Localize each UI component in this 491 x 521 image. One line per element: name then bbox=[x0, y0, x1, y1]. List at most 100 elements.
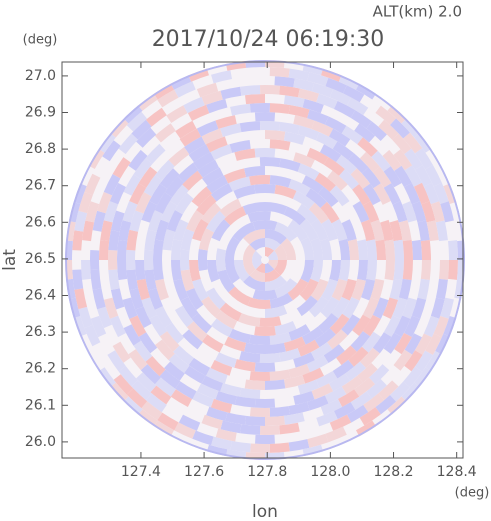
radar-cell bbox=[186, 321, 208, 342]
radar-cell bbox=[211, 70, 233, 84]
radar-cell bbox=[378, 119, 399, 140]
radar-cell bbox=[170, 389, 193, 407]
radar-cell bbox=[220, 123, 242, 137]
y-tick-label: 26.1 bbox=[25, 397, 56, 413]
radar-cell bbox=[433, 182, 449, 205]
radar-cell bbox=[402, 297, 417, 319]
radar-cell bbox=[240, 85, 261, 96]
radar-cell bbox=[343, 85, 365, 103]
radar-cell bbox=[243, 275, 265, 291]
radar-cell bbox=[430, 201, 445, 223]
radar-cell bbox=[215, 248, 227, 272]
radar-cell bbox=[307, 72, 329, 87]
radar-cell bbox=[196, 82, 219, 98]
radar-cell bbox=[89, 250, 100, 270]
radar-cell bbox=[225, 236, 240, 260]
radar-cell bbox=[338, 169, 360, 190]
radar-cell bbox=[269, 67, 290, 78]
radar-cell bbox=[109, 315, 126, 338]
radar-cell bbox=[174, 305, 194, 328]
radar-cell bbox=[280, 238, 296, 260]
radar-cell bbox=[206, 175, 229, 194]
radar-cell bbox=[338, 260, 350, 282]
radar-cell bbox=[198, 228, 214, 251]
radar-cell bbox=[123, 324, 141, 346]
radar-cell bbox=[357, 260, 368, 281]
radar-cell bbox=[293, 152, 315, 168]
radar-cell bbox=[331, 219, 348, 242]
radar-cell bbox=[84, 324, 101, 347]
radar-cell bbox=[413, 182, 430, 205]
radar-cell bbox=[154, 278, 169, 301]
radar-cell bbox=[310, 342, 333, 361]
radar-cell bbox=[265, 305, 288, 318]
radar-cell bbox=[354, 123, 376, 143]
radar-cell bbox=[348, 153, 369, 174]
radar-cell bbox=[166, 210, 183, 232]
radar-cell bbox=[201, 128, 224, 145]
radar-cell bbox=[448, 260, 458, 280]
radar-cell bbox=[81, 260, 92, 280]
radar-cell bbox=[118, 133, 138, 155]
radar-cell bbox=[122, 103, 143, 124]
radar-cell bbox=[352, 314, 371, 337]
radar-cell bbox=[201, 167, 224, 186]
radar-cell bbox=[414, 333, 432, 355]
radar-cell bbox=[254, 362, 276, 372]
radar-cell bbox=[283, 375, 306, 389]
radar-cell bbox=[319, 238, 332, 260]
radar-cell bbox=[102, 140, 121, 162]
y-tick-label: 26.6 bbox=[25, 214, 56, 230]
radar-cell bbox=[417, 220, 430, 242]
radar-cell bbox=[131, 380, 152, 401]
radar-cell bbox=[244, 94, 265, 105]
radar-cell bbox=[180, 249, 190, 271]
radar-cell bbox=[129, 210, 144, 232]
radar-cell bbox=[122, 201, 138, 223]
y-tick-label: 26.4 bbox=[25, 288, 56, 304]
radar-cell bbox=[300, 260, 314, 283]
radar-cell bbox=[123, 174, 141, 196]
radar-cell bbox=[306, 355, 329, 373]
radar-cell bbox=[269, 292, 293, 309]
radar-cell bbox=[402, 239, 414, 260]
radar-cell bbox=[389, 219, 403, 242]
radar-cell bbox=[288, 179, 311, 196]
radar-cell bbox=[220, 86, 242, 100]
radar-cell bbox=[201, 202, 222, 224]
radar-cell bbox=[97, 191, 113, 214]
y-axis-label: lat bbox=[0, 249, 20, 271]
radar-cell bbox=[393, 260, 404, 281]
radar-cell bbox=[283, 412, 305, 425]
radar-cell bbox=[321, 278, 338, 302]
radar-cell bbox=[311, 120, 334, 137]
radar-cell bbox=[307, 109, 329, 125]
radar-cell bbox=[293, 352, 315, 368]
radar-cell bbox=[425, 333, 442, 356]
radar-cell bbox=[310, 278, 329, 302]
radar-cell bbox=[393, 239, 404, 260]
radar-cell bbox=[217, 269, 236, 293]
y-tick-label: 26.9 bbox=[25, 105, 56, 121]
radar-cell bbox=[260, 425, 280, 435]
radar-cell bbox=[260, 85, 280, 95]
radar-cell bbox=[283, 95, 305, 108]
radar-cell bbox=[382, 297, 399, 319]
radar-cell bbox=[404, 165, 423, 187]
radar-cell bbox=[308, 202, 329, 224]
radar-cell bbox=[389, 278, 403, 301]
radar-cell bbox=[425, 164, 442, 187]
radar-cell bbox=[72, 230, 84, 251]
radar-cell bbox=[329, 414, 352, 431]
x-tick-label: 127.6 bbox=[184, 464, 224, 480]
radar-cell bbox=[265, 342, 286, 354]
radar-cell bbox=[189, 260, 201, 282]
radar-cell bbox=[110, 288, 125, 310]
radar-cell bbox=[342, 297, 360, 319]
radar-cell bbox=[393, 349, 413, 371]
radar-cell bbox=[197, 159, 220, 178]
radar-cell bbox=[382, 149, 402, 171]
radar-cell bbox=[259, 157, 281, 168]
radar-cell bbox=[279, 422, 300, 435]
radar-cell bbox=[274, 278, 298, 299]
